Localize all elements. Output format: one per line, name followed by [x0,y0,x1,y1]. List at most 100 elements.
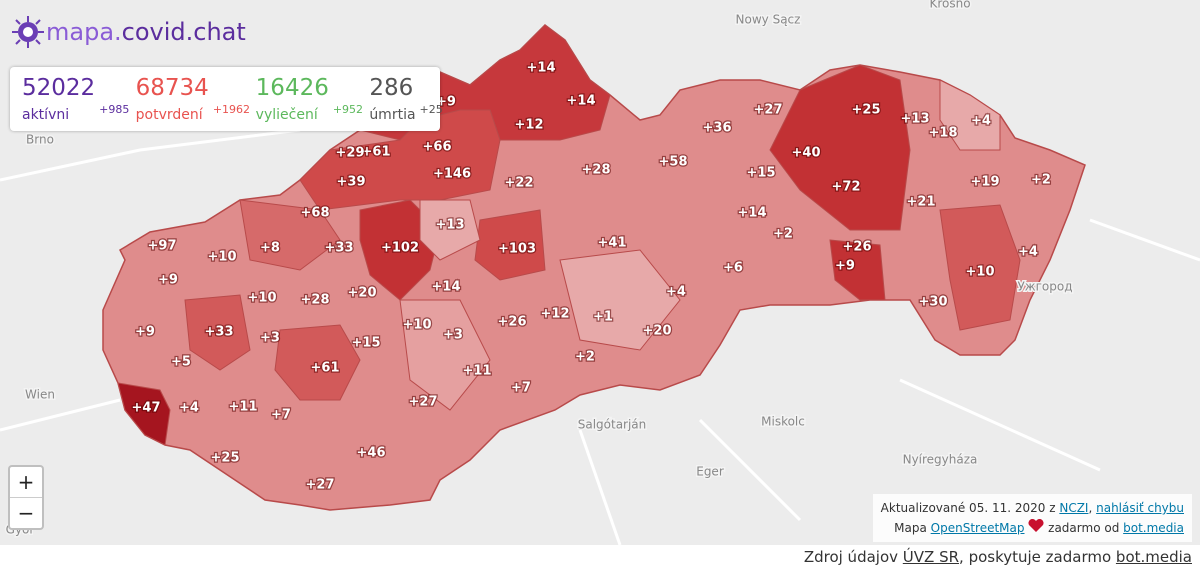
district-label: +41 [598,236,627,251]
stat-value: 52022 [22,75,96,101]
district-label: +103 [498,242,536,257]
stat: 68734 potvrdení +1962 [124,67,250,131]
stat-label: potvrdení [135,107,203,123]
zoom-out[interactable]: − [10,497,42,528]
district-label: +7 [511,381,531,396]
link[interactable]: bot.media [1123,521,1184,535]
district-label: +30 [919,295,948,310]
district-label: +1 [593,310,613,325]
district-label: +28 [582,163,611,178]
heart-icon [1028,518,1044,532]
stat-delta: +1962 [212,103,251,116]
district-label: +5 [171,355,191,370]
stat-delta: +985 [99,103,130,116]
district-label: +29 [336,146,365,161]
district-label: +28 [301,293,330,308]
district-label: +15 [747,166,776,181]
district-label: +12 [515,118,544,133]
text: Mapa [894,521,927,535]
text: Aktualizované 05. 11. 2020 z [880,501,1056,515]
district-label: +36 [703,121,732,136]
district-label: +25 [211,451,240,466]
link[interactable]: OpenStreetMap [930,521,1025,535]
logo-text: mapa. [46,18,122,46]
place-label: Eger [696,465,724,479]
district-label: +68 [301,206,330,221]
stat-value: 68734 [135,75,209,101]
link[interactable]: ÚVZ SR [902,548,960,566]
district-label: +9 [135,325,155,340]
district-label: +21 [907,195,936,210]
district-label: +10 [248,291,277,306]
district-label: +12 [541,307,570,322]
zoom-control: + − [8,465,44,530]
district-label: +3 [443,328,463,343]
district-label: +26 [843,240,872,255]
attribution: Aktualizované 05. 11. 2020 z NCZI, nahlá… [872,494,1192,542]
stat: 286 úmrtia +25 [357,67,443,131]
district-label: +13 [901,112,930,127]
text: , poskytuje zadarmo [959,548,1112,566]
logo-icon [12,16,44,48]
district-label: +10 [403,318,432,333]
source: Zdroj údajov ÚVZ SR, poskytuje zadarmo b… [804,548,1192,566]
district-label: +18 [929,126,958,141]
district-label: +33 [325,241,354,256]
district-label: +13 [436,218,465,233]
district-label: +22 [505,176,534,191]
district-label: +14 [738,206,767,221]
district-label: +2 [773,227,793,242]
district-label: +2 [1031,173,1051,188]
district-label: +4 [1018,245,1038,260]
stat-value: 286 [369,75,414,101]
map: Krosno Nowy Sącz Brno Wien Salgótarján Miskol… [0,0,1200,546]
place-label: Nowy Sącz [736,13,801,27]
place-label: Krosno [929,0,970,11]
place-label: Nyíregyháza [903,453,978,467]
district-label: +14 [432,280,461,295]
district-label: +14 [527,61,556,76]
stat-delta: +25 [419,103,443,116]
district-label: +4 [179,401,199,416]
district-label: +25 [852,103,881,118]
place-label: Ужгород [1017,280,1072,294]
text: zadarmo od [1048,521,1120,535]
stat-delta: +952 [332,103,364,116]
place-label: Salgótarján [578,418,647,432]
district-label: +33 [205,325,234,340]
district-label: +2 [575,350,595,365]
district-label: +27 [754,103,783,118]
district-label: +61 [311,361,340,376]
stat-label: aktívni [22,107,70,123]
district-label: +19 [971,175,1000,190]
stats-panel: 52022 aktívni +985 68734 potvrdení +1962 16426… [10,67,443,131]
district-label: +10 [966,265,995,280]
zoom-in[interactable]: + [17,470,35,494]
district-label: +27 [306,478,335,493]
district-label: +20 [348,286,377,301]
district-label: +102 [381,241,419,256]
district-label: +146 [433,167,471,182]
logo[interactable]: mapa. covid.chat [10,14,246,50]
link[interactable]: nahlásiť chybu [1096,501,1184,515]
district-label: +58 [659,155,688,170]
district-label: +47 [132,401,161,416]
district-label: +8 [260,241,280,256]
districts [117,24,1021,446]
district-label: +20 [643,324,672,339]
district-label: +15 [352,336,381,351]
map-canvas: Krosno Nowy Sącz Brno Wien Salgótarján Miskol… [0,0,1200,546]
district-label: +72 [832,180,861,195]
link[interactable]: bot.media [1115,548,1192,566]
district-label: +11 [463,364,492,379]
place-label: Brno [26,133,54,147]
district-label: +10 [208,250,237,265]
district-label: +39 [337,175,366,190]
link[interactable]: NCZI [1059,501,1089,515]
district-label: +3 [260,331,280,346]
district-label: +97 [148,239,177,254]
stat: 52022 aktívni +985 [10,67,129,131]
stat-label: úmrtia [369,107,416,123]
district-label: +27 [409,395,438,410]
